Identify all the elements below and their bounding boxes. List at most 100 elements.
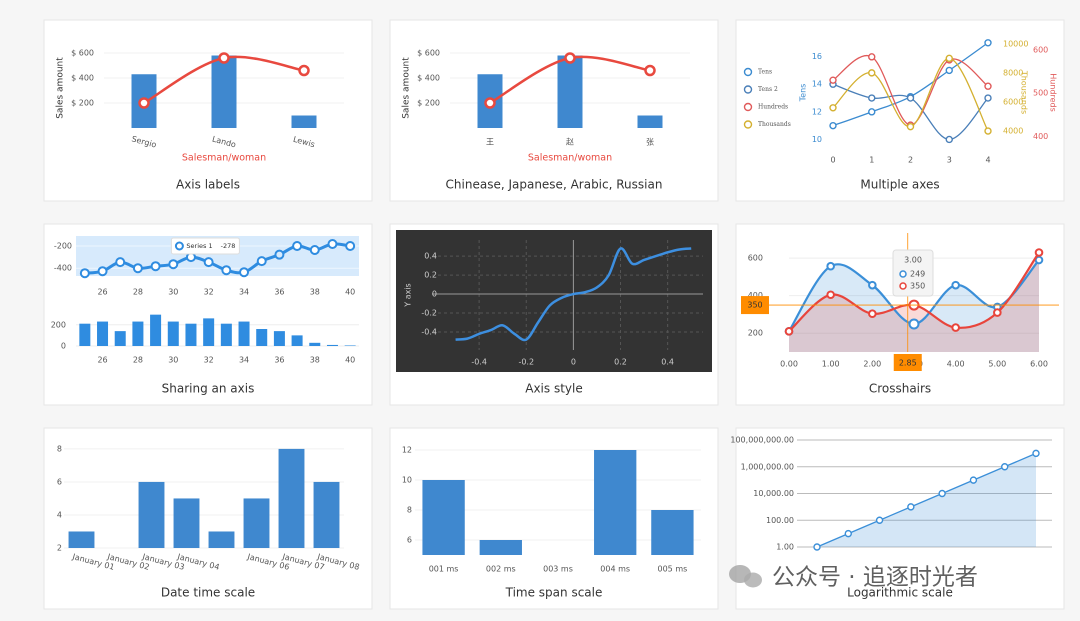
marker [218, 52, 230, 64]
card-title: Chinease, Japanese, Arabic, Russian [446, 178, 663, 192]
card-title: Crosshairs [869, 382, 931, 396]
axis-title: Thousands [1020, 70, 1029, 114]
legend-marker [743, 67, 753, 77]
bar [637, 115, 663, 128]
marker [969, 476, 978, 484]
bar [422, 480, 465, 555]
marker [327, 239, 338, 249]
y-tick-label: 8 [57, 444, 62, 453]
marker [309, 245, 320, 255]
legend-label: Thousands [758, 121, 791, 128]
x-tick-label: 0 [830, 156, 835, 165]
marker [868, 309, 877, 319]
card-title: Time span scale [505, 586, 603, 600]
bar [291, 115, 317, 128]
y-tick-label: -0.2 [421, 309, 437, 318]
y-tick-label: -200 [54, 242, 72, 251]
watermark: 公众号 · 追逐时光者 [772, 565, 978, 591]
x-tick-label: 0.2 [614, 358, 627, 367]
y-tick-label: 6 [57, 477, 62, 486]
marker [829, 104, 837, 112]
x-tick-label: 32 [204, 356, 214, 365]
line [816, 452, 1037, 548]
x-tick-label: 34 [239, 356, 249, 365]
bar [97, 321, 109, 346]
x-tick-label: 26 [97, 288, 107, 297]
marker [256, 256, 267, 267]
axis-title: Tens [799, 84, 808, 103]
card-title: Multiple axes [860, 178, 939, 192]
tooltip-marker [899, 282, 907, 290]
bar [243, 498, 270, 548]
bar [167, 321, 179, 346]
y-tick-label: 600 [1033, 45, 1048, 54]
axis-title: Y axis [404, 283, 413, 307]
bar [344, 345, 356, 346]
line [455, 247, 692, 342]
bar [309, 342, 321, 346]
legend-label: Tens 2 [758, 86, 778, 93]
x-tick-label: 4.00 [947, 360, 965, 369]
card-title: Logarithmic scale [847, 586, 953, 600]
x-tick-label: 26 [97, 356, 107, 365]
area [789, 260, 1039, 352]
x-axis-title: Salesman/woman [528, 153, 612, 164]
card [389, 19, 719, 202]
x-axis-title: Salesman/woman [182, 153, 266, 164]
x-tick-label: 0.4 [661, 358, 674, 367]
marker [984, 39, 992, 47]
y-tick-label: 12 [812, 107, 822, 116]
x-tick-label: 5.00 [988, 360, 1006, 369]
bar [313, 481, 340, 548]
marker [345, 241, 356, 251]
marker [945, 54, 953, 63]
bar [479, 540, 522, 555]
x-tick-label: 6.00 [1030, 360, 1048, 369]
y-tick-label: -400 [54, 264, 72, 273]
y-tick-label: $ 400 [71, 74, 94, 83]
marker [868, 280, 877, 290]
x-tick-label: 0 [571, 358, 576, 367]
x-tick-label: 1.00 [822, 360, 840, 369]
bar [273, 331, 285, 346]
marker [203, 257, 214, 268]
tooltip [170, 237, 240, 255]
x-tick-label: 2.00 [863, 360, 881, 369]
y-tick-label: 6 [407, 536, 412, 545]
marker [1034, 248, 1044, 257]
bar [173, 498, 200, 548]
card-title: Sharing an axis [162, 382, 255, 396]
card [735, 427, 1065, 610]
crosshair-y-label: 350 [747, 301, 762, 310]
bar [138, 481, 165, 548]
marker [138, 97, 150, 109]
y-tick-label: $ 600 [71, 49, 94, 58]
axis-title: Hundreds [1049, 73, 1058, 112]
tooltip-title: 3.00 [904, 256, 922, 265]
x-tick-label: 28 [133, 356, 143, 365]
y-tick-label: $ 400 [417, 74, 440, 83]
tooltip-value: 350 [910, 282, 925, 291]
bar [557, 55, 583, 128]
x-tick-label: -0.2 [518, 358, 534, 367]
y-tick-label: 0 [61, 342, 66, 351]
bar [238, 321, 250, 346]
y-tick-label: -0.4 [421, 327, 437, 336]
crosshair-x-label: 2.85 [899, 359, 917, 368]
y-tick-label: 12 [402, 446, 412, 455]
marker [813, 543, 821, 551]
marker [984, 94, 992, 102]
y-tick-label: 2 [57, 544, 62, 553]
x-tick-label: 005 ms [658, 565, 688, 574]
y-tick-label: $ 200 [417, 99, 440, 108]
x-tick-label: 34 [239, 288, 249, 297]
marker [784, 327, 794, 336]
x-tick-label: 32 [204, 288, 214, 297]
y-tick-label: 10 [402, 476, 412, 485]
card [43, 19, 373, 202]
bar [208, 531, 235, 548]
x-tick-label: 001 ms [429, 565, 459, 574]
x-tick-label: 30 [168, 288, 178, 297]
